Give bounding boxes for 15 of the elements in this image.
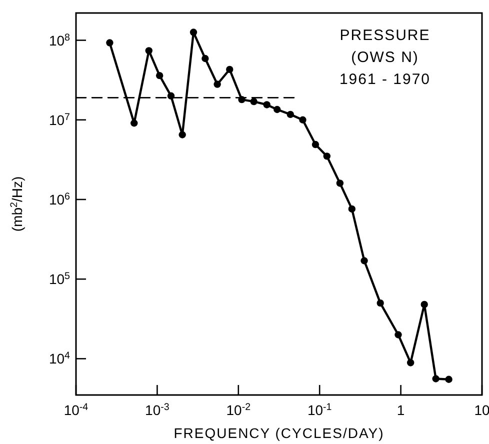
x-tick-label: 1 (396, 402, 405, 418)
y-tick-label: 10$^{8}$ (48, 32, 71, 48)
annotation: (OWS N) (351, 49, 419, 66)
x-tick-label: 10$^{-1}$ (307, 402, 332, 418)
x-tick-label: 10 (474, 402, 489, 418)
annotation: 1961 - 1970 (339, 71, 431, 88)
y-tick-label: 10$^{4}$ (48, 350, 71, 367)
y-tick-label: 10$^{7}$ (48, 111, 70, 128)
y-tick-label: 10$^{6}$ (48, 190, 71, 208)
x-axis-title: FREQUENCY (CYCLES/DAY) (174, 425, 384, 441)
x-tick-label: 10$^{-4}$ (64, 402, 89, 418)
annotation: PRESSURE (340, 27, 430, 44)
y-tick-label: 10$^{5}$ (48, 270, 71, 288)
x-tick-label: 10$^{-3}$ (145, 402, 170, 418)
x-tick-label: 10$^{-2}$ (226, 402, 251, 418)
